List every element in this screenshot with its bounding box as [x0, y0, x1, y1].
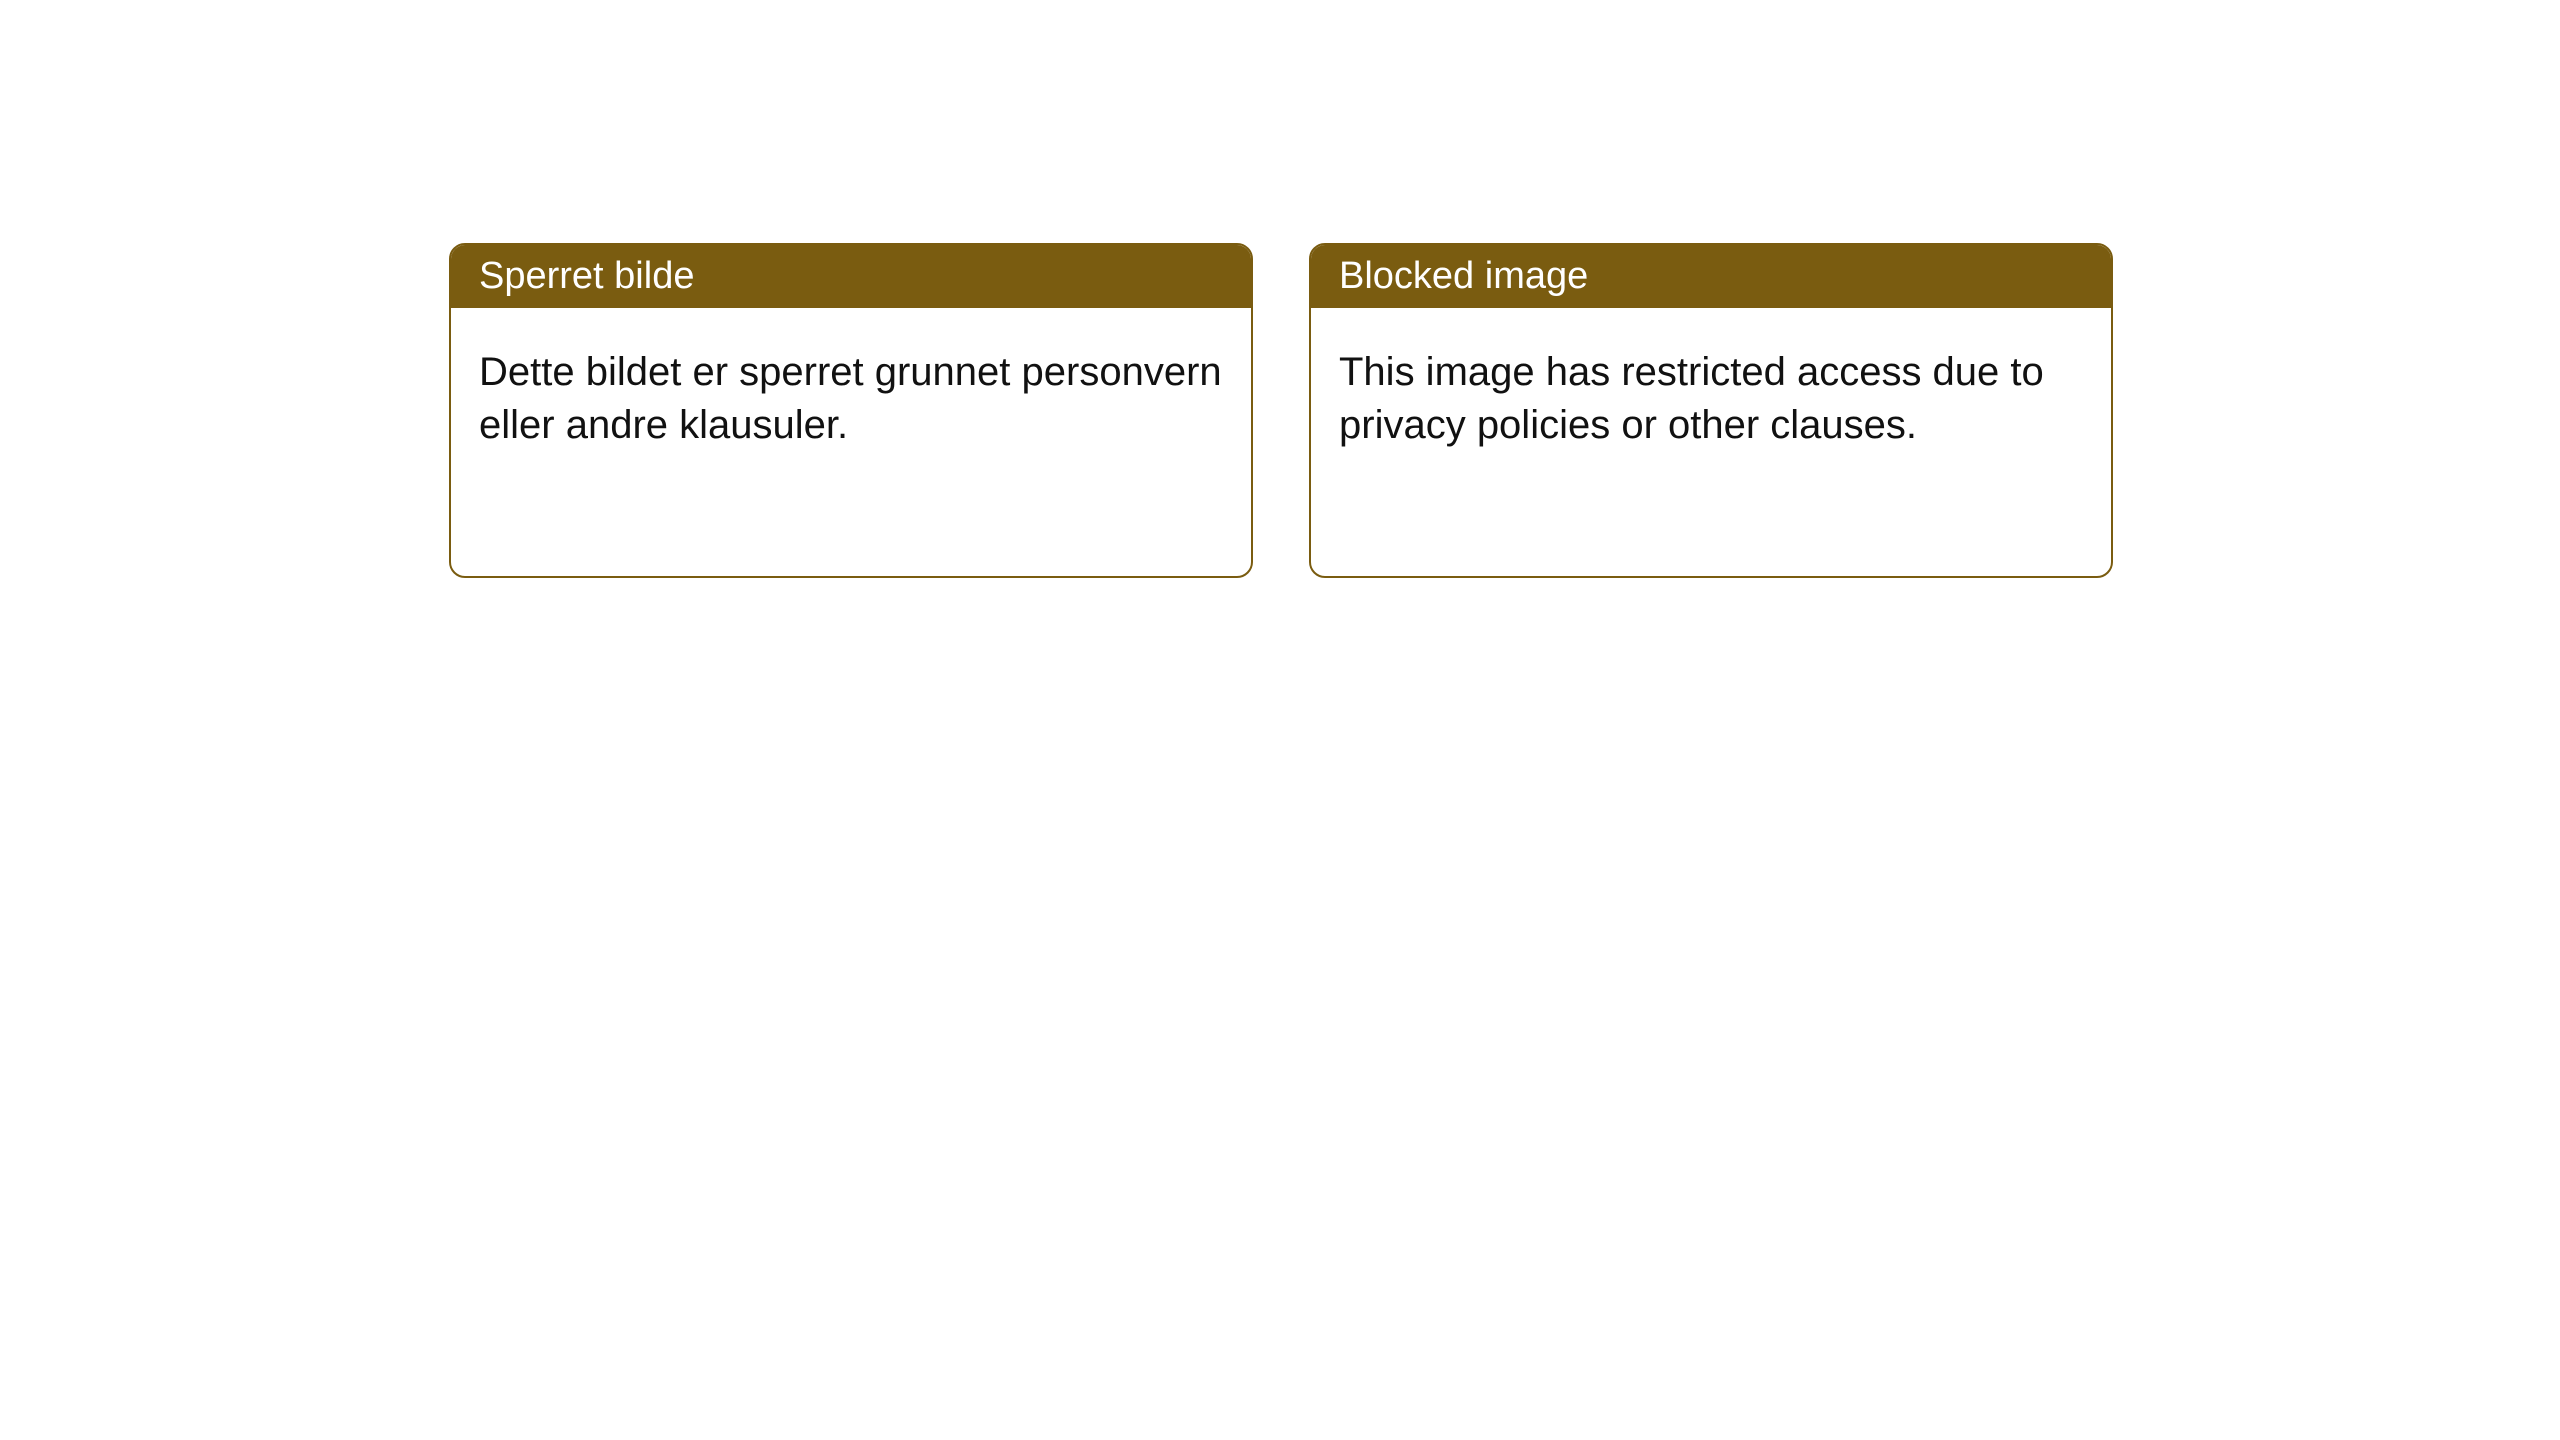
- card-body-text: This image has restricted access due to …: [1339, 350, 2044, 447]
- card-header: Blocked image: [1311, 245, 2111, 308]
- card-body-text: Dette bildet er sperret grunnet personve…: [479, 350, 1222, 447]
- card-header: Sperret bilde: [451, 245, 1251, 308]
- notice-card-norwegian: Sperret bilde Dette bildet er sperret gr…: [449, 243, 1253, 578]
- card-body: This image has restricted access due to …: [1311, 308, 2111, 490]
- notice-card-english: Blocked image This image has restricted …: [1309, 243, 2113, 578]
- card-title: Sperret bilde: [479, 255, 694, 297]
- card-body: Dette bildet er sperret grunnet personve…: [451, 308, 1251, 490]
- notice-container: Sperret bilde Dette bildet er sperret gr…: [0, 0, 2560, 578]
- card-title: Blocked image: [1339, 255, 1588, 297]
